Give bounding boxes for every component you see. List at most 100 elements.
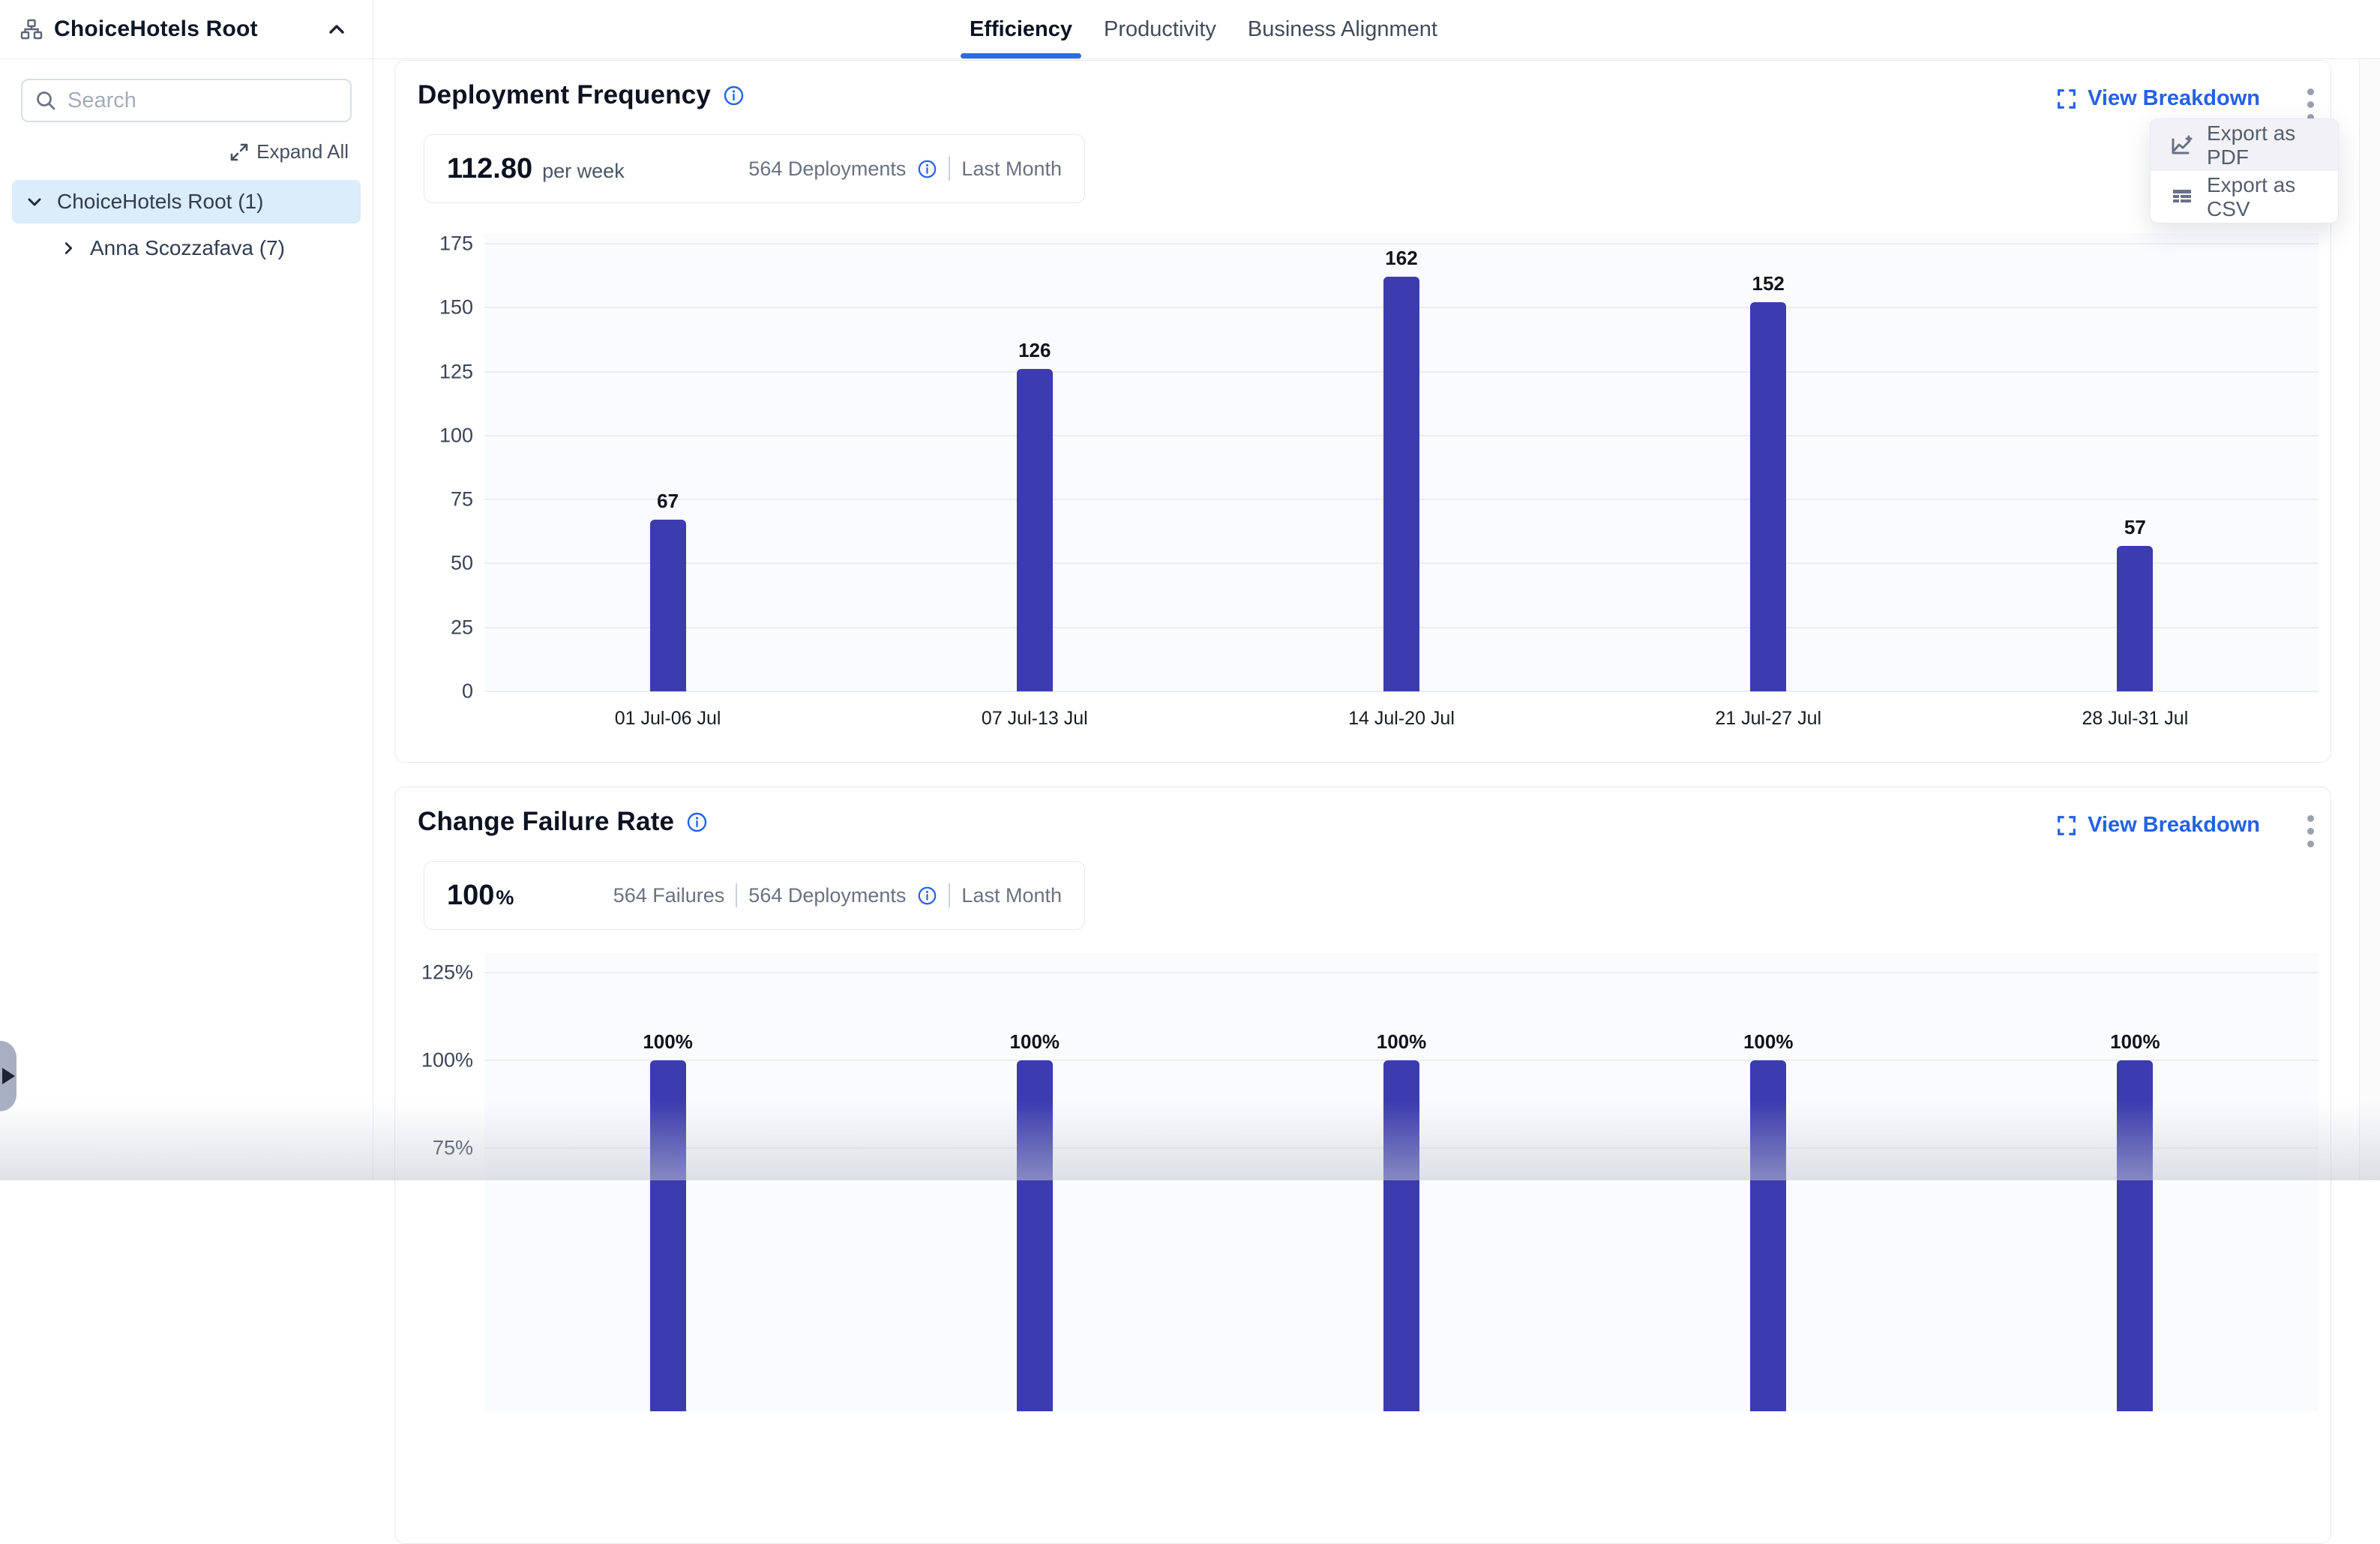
- bar[interactable]: [2117, 545, 2154, 691]
- right-gutter: [2359, 59, 2380, 1180]
- bar[interactable]: [649, 1060, 686, 1411]
- x-tick-label: 21 Jul-27 Jul: [1715, 708, 1822, 729]
- tree-item-label: ChoiceHotels Root (1): [57, 190, 264, 213]
- y-tick-label: 125%: [421, 961, 473, 984]
- top-bar: Efficiency Productivity Business Alignme…: [373, 0, 2380, 59]
- kebab-dot: [2307, 840, 2314, 847]
- view-breakdown-button[interactable]: View Breakdown: [2055, 813, 2260, 838]
- sidebar-title: ChoiceHotels Root: [54, 16, 258, 41]
- y-tick-label: 25: [450, 616, 473, 639]
- bar-value-label: 100%: [2110, 1030, 2160, 1053]
- divider: [736, 883, 738, 907]
- metric-summary: 112.80 per week 564 Deployments Last Mon…: [424, 134, 1085, 203]
- bar[interactable]: [1750, 302, 1787, 691]
- bar-value-label: 100%: [1743, 1030, 1794, 1053]
- org-tree: ChoiceHotels Root (1) Anna Scozzafava (7…: [0, 180, 373, 270]
- chevron-right-icon: [64, 242, 73, 254]
- main-tabs: Efficiency Productivity Business Alignme…: [961, 0, 1439, 58]
- chart-line-plus-icon: [2172, 135, 2193, 154]
- card-title: Change Failure Rate: [418, 807, 675, 836]
- expand-view-icon: [2058, 88, 2076, 109]
- bar[interactable]: [2117, 1060, 2154, 1411]
- metric-context: 564 Deployments: [748, 157, 907, 180]
- menu-item-export-csv[interactable]: Export as CSV: [2151, 171, 2338, 223]
- menu-item-label: Export as PDF: [2207, 121, 2296, 169]
- menu-item-export-pdf[interactable]: Export as PDF: [2151, 119, 2338, 171]
- chart-plot-area: 67 126 162 152 57: [484, 233, 2319, 692]
- info-icon[interactable]: [917, 159, 937, 179]
- table-icon: [2173, 189, 2191, 202]
- expand-panel-handle[interactable]: [0, 1041, 16, 1111]
- kebab-dot: [2307, 827, 2314, 835]
- tab-productivity[interactable]: Productivity: [1102, 0, 1218, 58]
- metric-suffix: %: [496, 886, 514, 909]
- kebab-dot: [2307, 113, 2314, 121]
- change-failure-rate-card: Change Failure Rate View Breakdown 100 %…: [394, 787, 2331, 1544]
- tree-item-label: Anna Scozzafava (7): [90, 236, 285, 259]
- y-tick-label: 100: [439, 424, 473, 447]
- kebab-dot: [2307, 100, 2314, 108]
- y-tick-label: 0: [461, 679, 473, 703]
- metric-period: Last Month: [961, 883, 1062, 907]
- metric-context: 564 Failures: [613, 883, 725, 907]
- chart-plot-area: 100% 100% 100% 100% 100%: [484, 953, 2319, 1411]
- gridline: [484, 243, 2319, 244]
- chart-x-axis: 01 Jul-06 Jul 07 Jul-13 Jul 14 Jul-20 Jul 2…: [484, 691, 2319, 739]
- bar[interactable]: [649, 520, 686, 691]
- more-options-button[interactable]: [2293, 82, 2328, 127]
- gridline: [484, 691, 2319, 692]
- tree-item-root[interactable]: ChoiceHotels Root (1): [12, 180, 361, 223]
- y-tick-label: 75: [450, 487, 473, 511]
- x-tick-label: 14 Jul-20 Jul: [1348, 708, 1455, 729]
- bar-value-label: 100%: [643, 1030, 693, 1053]
- card-title: Deployment Frequency: [418, 80, 712, 109]
- expand-all-button[interactable]: Expand All: [0, 140, 349, 163]
- bar-value-label: 100%: [1376, 1030, 1427, 1053]
- bar[interactable]: [1383, 277, 1419, 691]
- view-breakdown-label: View Breakdown: [2088, 813, 2260, 837]
- bar-value-label: 152: [1752, 272, 1785, 295]
- bar-value-label: 57: [2124, 515, 2146, 538]
- chart-x-axis: [484, 1411, 2319, 1459]
- divider: [949, 157, 951, 181]
- info-icon[interactable]: [686, 811, 708, 833]
- bar[interactable]: [1016, 369, 1053, 691]
- x-tick-label: 07 Jul-13 Jul: [981, 708, 1088, 729]
- info-icon[interactable]: [723, 85, 745, 106]
- chart-y-axis: 75% 100% 125%: [403, 953, 473, 1411]
- y-tick-label: 100%: [421, 1048, 473, 1072]
- view-breakdown-button[interactable]: View Breakdown: [2055, 86, 2260, 111]
- y-tick-label: 175: [439, 232, 473, 255]
- tab-label: Productivity: [1104, 16, 1216, 41]
- search-box: [21, 79, 352, 122]
- sidebar-collapse-button[interactable]: [320, 13, 353, 46]
- tab-efficiency[interactable]: Efficiency: [961, 0, 1081, 58]
- metric-unit: per week: [542, 159, 625, 182]
- expand-view-icon: [2058, 815, 2076, 835]
- sidebar-header: ChoiceHotels Root: [0, 0, 373, 59]
- arrow-right-icon: [2, 1068, 15, 1084]
- chevron-up-icon: [329, 25, 344, 34]
- info-icon[interactable]: [917, 886, 937, 906]
- metric-summary: 100 % 564 Failures 564 Deployments Last …: [424, 861, 1085, 930]
- expand-arrows-icon: [230, 143, 248, 160]
- bar[interactable]: [1383, 1060, 1419, 1411]
- more-options-button[interactable]: [2293, 808, 2328, 853]
- bar-value-label: 126: [1018, 339, 1051, 362]
- divider: [949, 883, 951, 907]
- metric-period: Last Month: [961, 157, 1062, 180]
- gridline: [484, 972, 2319, 973]
- bar-value-label: 162: [1385, 247, 1418, 270]
- active-tab-underline: [961, 53, 1081, 58]
- y-tick-label: 75%: [432, 1136, 473, 1159]
- tab-business-alignment[interactable]: Business Alignment: [1246, 0, 1439, 58]
- search-input[interactable]: [67, 88, 350, 113]
- bar-value-label: 100%: [1009, 1030, 1060, 1053]
- bar[interactable]: [1016, 1060, 1053, 1411]
- x-tick-label: 28 Jul-31 Jul: [2082, 708, 2189, 729]
- kebab-dot: [2307, 814, 2314, 822]
- tree-item-child[interactable]: Anna Scozzafava (7): [0, 226, 373, 270]
- bar[interactable]: [1750, 1060, 1787, 1411]
- y-tick-label: 150: [439, 295, 473, 319]
- y-tick-label: 50: [450, 551, 473, 574]
